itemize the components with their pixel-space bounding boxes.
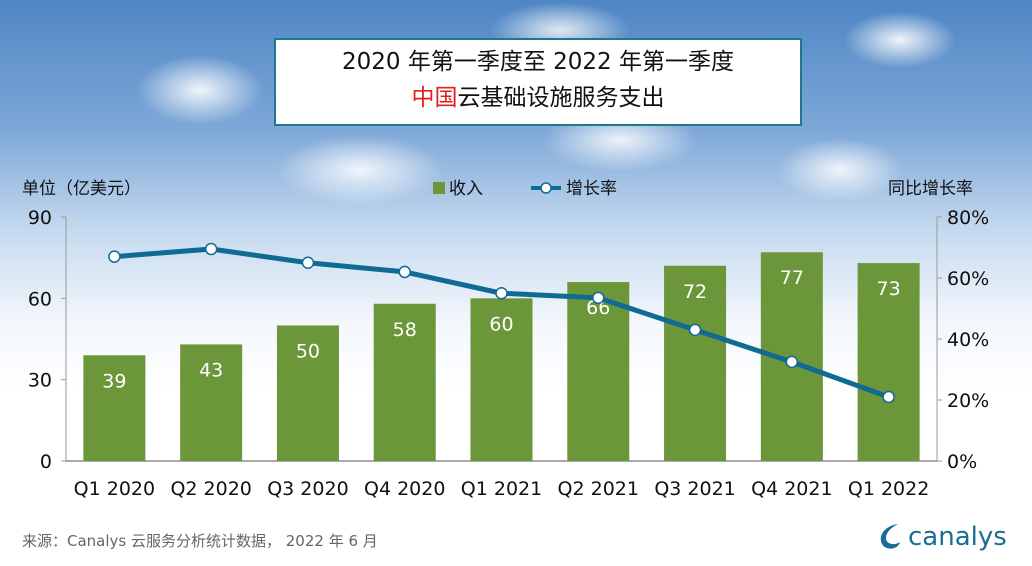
right-tick-label: 20% <box>947 390 989 412</box>
bar <box>276 325 339 461</box>
left-tick-label: 60 <box>28 288 52 310</box>
bar-value-label: 77 <box>780 267 804 289</box>
x-tick-label: Q3 2020 <box>267 478 348 500</box>
bar <box>83 355 146 461</box>
bar <box>180 344 243 461</box>
growth-point <box>108 250 121 263</box>
legend-bar-label: 收入 <box>449 179 483 199</box>
bar-value-label: 50 <box>296 340 320 362</box>
bar <box>567 282 630 461</box>
growth-point <box>688 323 702 337</box>
right-tick-label: 40% <box>947 329 989 351</box>
right-tick-label: 80% <box>947 207 989 229</box>
bar <box>470 298 533 461</box>
bar-value-label: 72 <box>683 281 707 303</box>
right-tick-label: 60% <box>947 268 989 290</box>
x-tick-label: Q1 2021 <box>461 478 542 500</box>
chart-title: 2020 年第一季度至 2022 年第一季度 中国云基础设施服务支出 <box>274 38 802 126</box>
title-line-2: 中国云基础设施服务支出 <box>276 80 800 116</box>
growth-point <box>495 287 508 300</box>
right-axis-title: 同比增长率 <box>888 179 973 199</box>
legend-bar-swatch <box>433 182 445 194</box>
title-line-1: 2020 年第一季度至 2022 年第一季度 <box>342 49 734 75</box>
left-tick-label: 30 <box>28 370 52 392</box>
bar <box>664 265 727 461</box>
left-tick-label: 0 <box>40 451 52 473</box>
x-tick-label: Q2 2020 <box>170 478 251 500</box>
left-tick-label: 90 <box>28 207 52 229</box>
growth-point <box>398 265 411 279</box>
bar-value-label: 43 <box>199 359 223 381</box>
growth-point <box>882 390 895 404</box>
x-tick-label: Q4 2020 <box>364 478 445 500</box>
right-tick-label: 0% <box>947 451 977 473</box>
bar <box>373 303 436 461</box>
title-rest: 云基础设施服务支出 <box>457 85 665 111</box>
bar-value-label: 73 <box>877 278 901 300</box>
legend-line-label: 增长率 <box>566 179 617 199</box>
source-note: 来源：Canalys 云服务分析统计数据， 2022 年 6 月 <box>22 532 378 550</box>
x-tick-label: Q1 2022 <box>848 478 929 500</box>
left-axis-title: 单位（亿美元） <box>22 179 141 199</box>
logo-text: canalys <box>908 522 1007 552</box>
growth-point <box>301 256 315 269</box>
x-tick-label: Q1 2020 <box>74 478 155 500</box>
x-tick-label: Q4 2021 <box>751 478 832 500</box>
growth-point <box>204 242 218 256</box>
growth-point <box>785 355 799 369</box>
bar-value-label: 58 <box>393 319 417 341</box>
x-tick-label: Q3 2021 <box>654 478 735 500</box>
x-tick-label: Q2 2021 <box>558 478 639 500</box>
growth-point <box>592 291 605 305</box>
bar-value-label: 39 <box>102 370 126 392</box>
canalys-logo: canalys <box>876 522 1007 552</box>
legend-line-marker <box>540 182 552 194</box>
bar-value-label: 66 <box>586 297 610 319</box>
bar <box>857 263 920 461</box>
bar-value-label: 60 <box>489 313 513 335</box>
canalys-logo-icon <box>880 524 900 549</box>
title-highlight: 中国 <box>411 85 458 111</box>
